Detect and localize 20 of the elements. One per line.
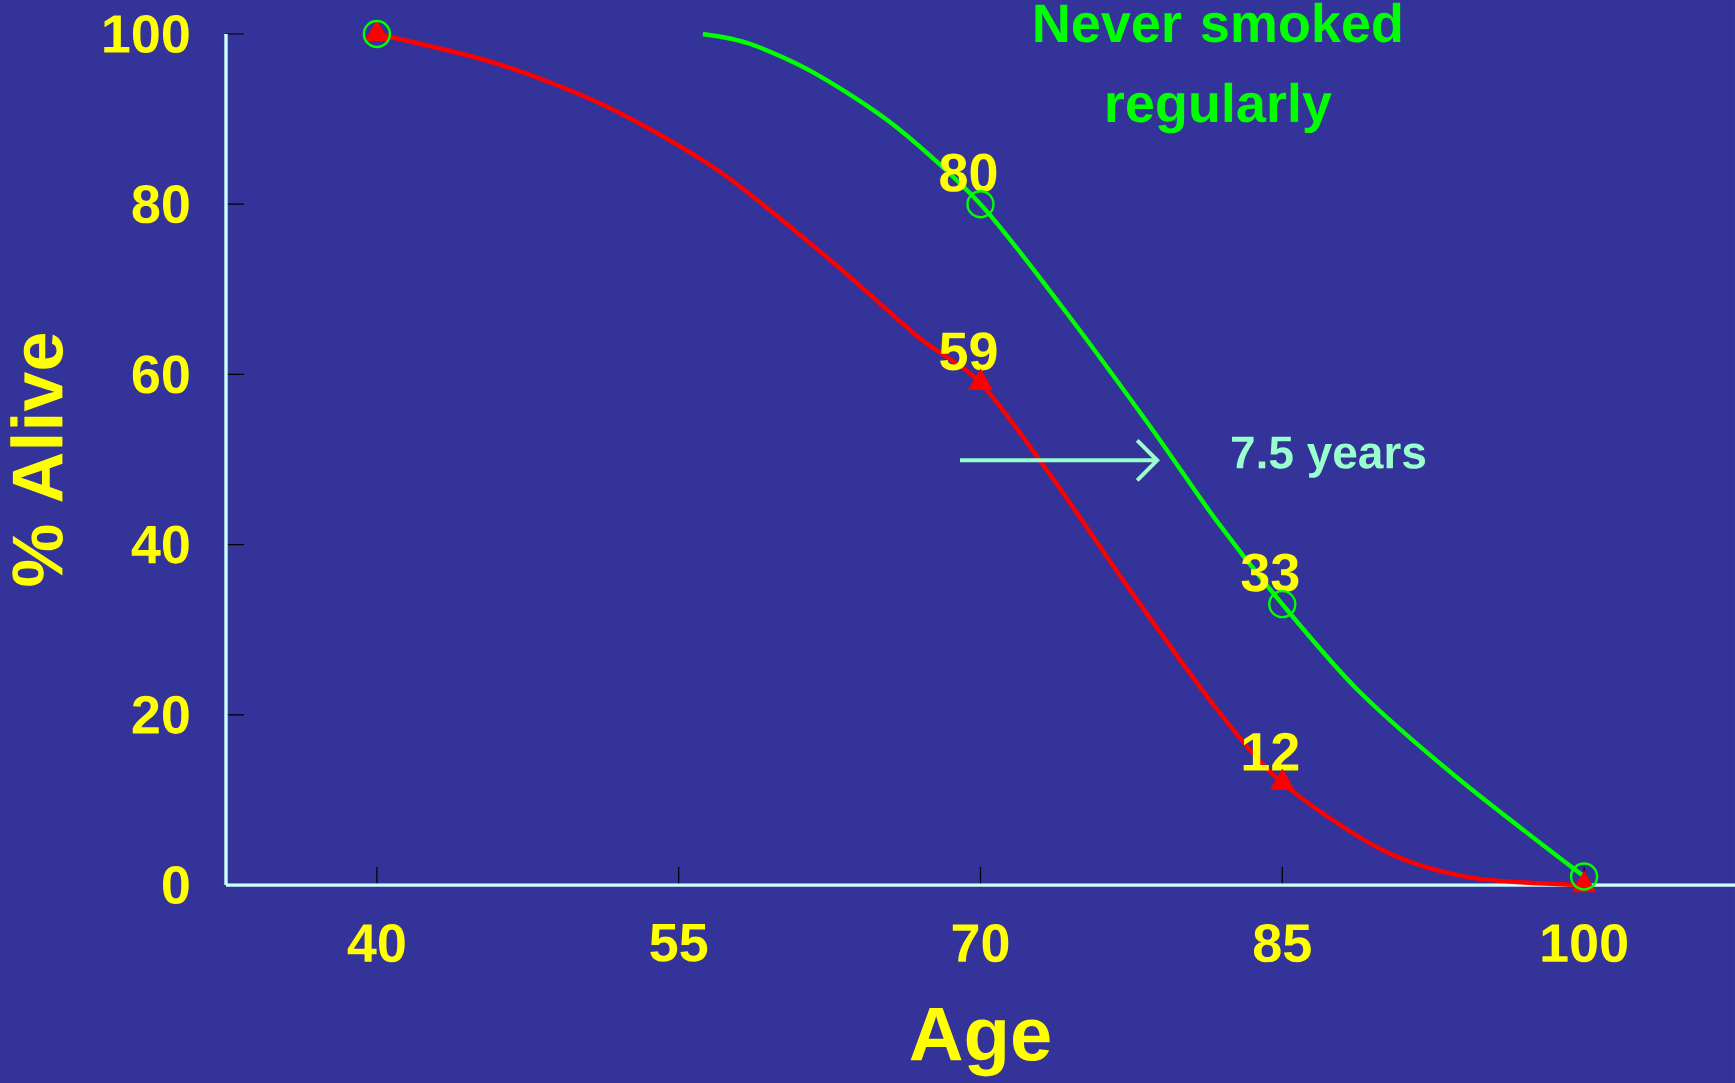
y-tick-label: 100: [104, 14, 189, 54]
annotation: 7.5 years: [1231, 436, 1426, 478]
series-label: Never smoked regularly: [1035, 2, 1401, 134]
y-tick-label: 60: [132, 355, 189, 394]
annotation: 59: [940, 332, 997, 371]
point: [1270, 769, 1294, 791]
x-tick-label: 100: [1542, 924, 1627, 963]
x-tick-label: 70: [952, 924, 1009, 963]
point: [968, 369, 993, 391]
point: [966, 190, 995, 219]
y-tick-label: 0: [163, 865, 189, 905]
y-axis-title: % Alive: [10, 333, 64, 586]
y-tick-label: 40: [131, 525, 189, 564]
x-tick-label: 85: [1254, 924, 1311, 963]
point: [362, 19, 392, 49]
x-tick-label: 40: [347, 924, 405, 963]
y-tick-label: 80: [132, 185, 189, 224]
y-tick-label: 20: [132, 695, 189, 734]
x-axis-title: Age: [910, 1008, 1050, 1077]
x-tick-label: 55: [650, 924, 708, 962]
